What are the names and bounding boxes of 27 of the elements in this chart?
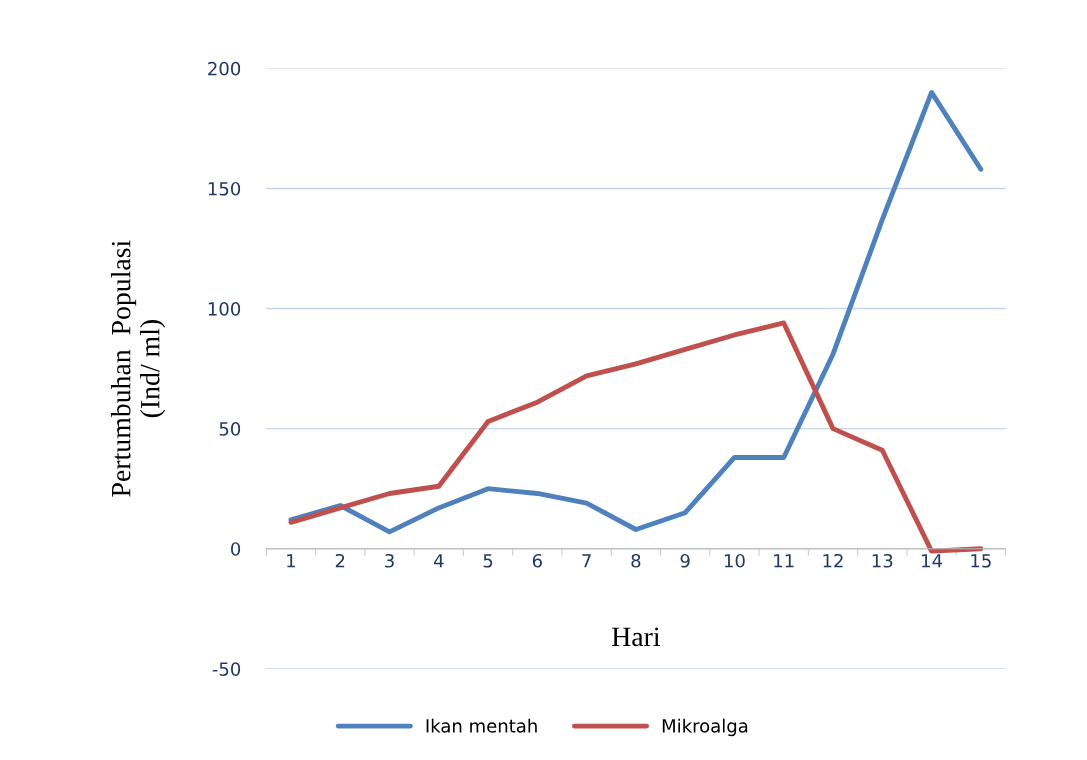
x-tick-label: 11 <box>774 554 794 568</box>
x-tick-label: 10 <box>724 553 745 568</box>
y-tick-label: -50 <box>212 662 241 676</box>
y-tick-label: 0 <box>231 542 241 556</box>
y-tick-label: 50 <box>219 422 241 436</box>
x-tick-label: 4 <box>433 554 444 568</box>
x-tick-label: 2 <box>335 553 345 568</box>
x-tick-label: 13 <box>872 553 893 568</box>
line-series <box>288 89 984 535</box>
x-tick-label: 12 <box>823 553 843 568</box>
x-tick-label: 5 <box>483 554 493 568</box>
x-tick-label: 8 <box>631 553 641 568</box>
x-tick-label: 14 <box>922 554 943 568</box>
x-tick-label: 3 <box>385 553 394 568</box>
x-tick-label: 6 <box>532 553 542 568</box>
legend-label: Mikroalga <box>662 718 748 737</box>
x-tick-label: 7 <box>582 554 591 568</box>
legend-label: Ikan mentah <box>426 718 537 733</box>
x-tick-label: 9 <box>680 553 690 568</box>
x-tick-label: 1 <box>287 554 296 568</box>
y-tick-label: 150 <box>208 181 241 196</box>
y-tick-label: 100 <box>208 302 241 316</box>
y-tick-label: 200 <box>208 61 241 76</box>
x-tick-label: 15 <box>971 554 991 568</box>
y-axis-title: Pertumbuhan Populasi (Ind/ ml) <box>110 240 166 497</box>
x-axis-title: Hari <box>612 627 661 647</box>
line-series <box>288 320 984 554</box>
